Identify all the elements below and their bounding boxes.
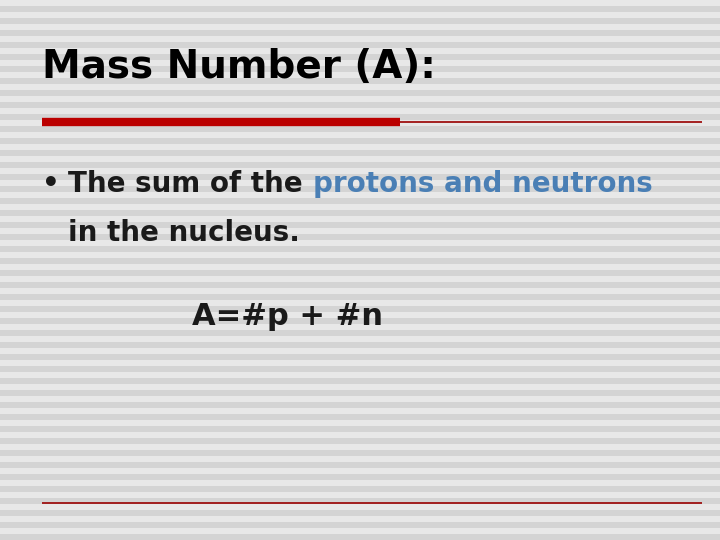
Text: A=#p + #n: A=#p + #n [192, 302, 384, 332]
Bar [0, 438, 720, 444]
Bar [0, 42, 720, 48]
Bar [0, 78, 720, 84]
Bar [0, 150, 720, 156]
Bar [0, 378, 720, 384]
Bar [0, 498, 720, 504]
Bar [0, 210, 720, 216]
Bar [0, 522, 720, 528]
Bar [0, 234, 720, 240]
Bar [0, 114, 720, 120]
Bar [0, 222, 720, 228]
Bar [0, 102, 720, 108]
Bar [0, 66, 720, 72]
Bar [0, 162, 720, 168]
Text: in the nucleus.: in the nucleus. [68, 219, 300, 247]
Bar [0, 462, 720, 468]
Bar [0, 246, 720, 252]
Bar [0, 174, 720, 180]
Bar [0, 282, 720, 288]
Bar [0, 270, 720, 276]
Bar [0, 318, 720, 324]
Bar [0, 6, 720, 12]
Bar [0, 186, 720, 192]
Bar [0, 450, 720, 456]
Bar [0, 414, 720, 420]
Bar [0, 126, 720, 132]
Text: The sum of the: The sum of the [68, 170, 312, 198]
Bar [0, 510, 720, 516]
Bar [0, 426, 720, 432]
Bar [0, 258, 720, 264]
Bar [0, 474, 720, 480]
Bar [0, 306, 720, 312]
Bar [0, 402, 720, 408]
Text: •: • [42, 170, 60, 198]
Bar [0, 138, 720, 144]
Bar [0, 390, 720, 396]
Bar [0, 354, 720, 360]
Text: Mass Number (A):: Mass Number (A): [42, 49, 436, 86]
Bar [0, 486, 720, 492]
Bar [0, 342, 720, 348]
Bar [0, 330, 720, 336]
Bar [0, 534, 720, 540]
Bar [0, 18, 720, 24]
Bar [0, 366, 720, 372]
Text: protons and neutrons: protons and neutrons [312, 170, 652, 198]
Bar [0, 90, 720, 96]
Bar [0, 294, 720, 300]
Bar [0, 54, 720, 60]
Bar [0, 30, 720, 36]
Bar [0, 198, 720, 204]
